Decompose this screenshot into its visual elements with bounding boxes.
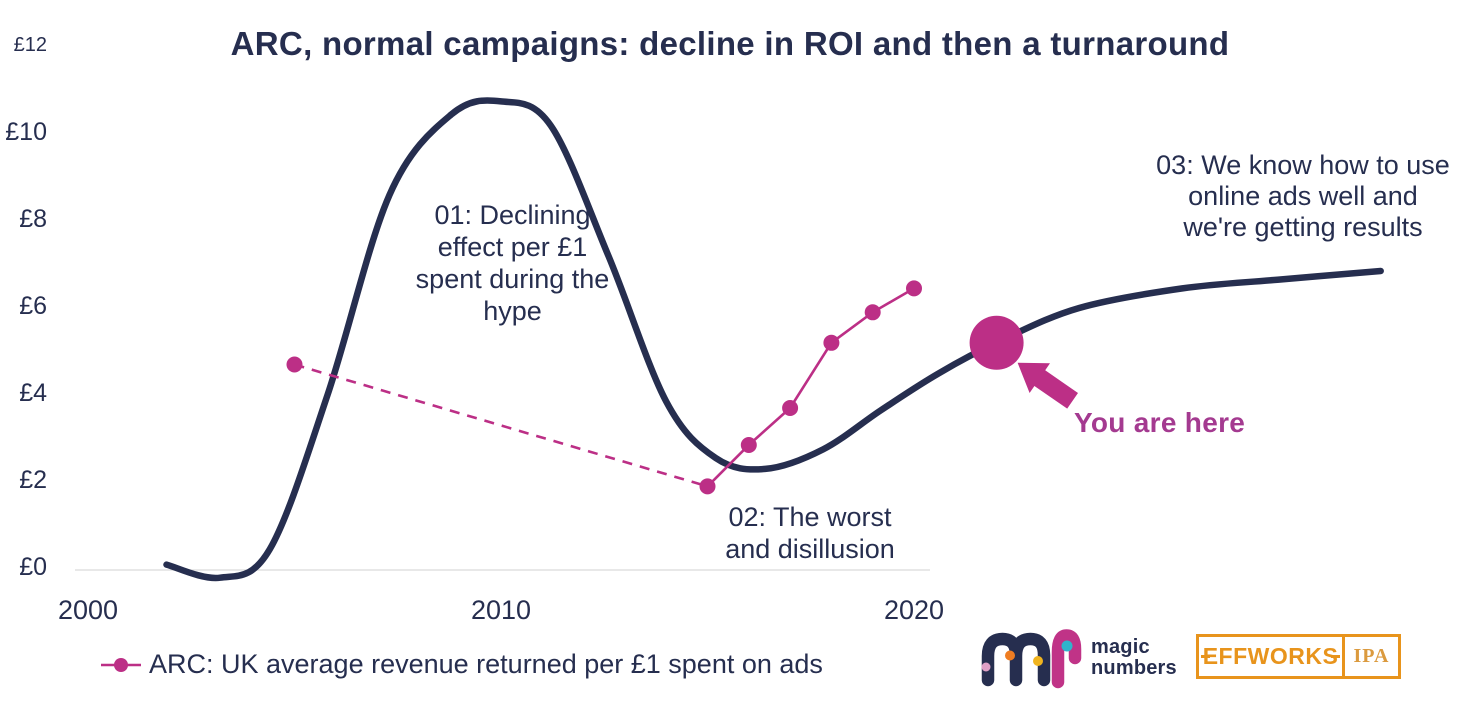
effworks-logo: EFFWORKS IPA (1196, 634, 1401, 679)
magic-numbers-wordmark: magic numbers (1091, 637, 1177, 679)
mn-letter-m (981, 632, 1051, 687)
arc-data-point (740, 437, 757, 453)
effworks-wordmark: EFFWORKS (1202, 643, 1339, 669)
mn-dot-teal-icon (1061, 640, 1073, 652)
arc-data-point (699, 478, 716, 495)
legend-marker-icon (101, 657, 141, 672)
chart-title: ARC, normal campaigns: decline in ROI an… (230, 25, 1230, 62)
legend-label: ARC: UK average revenue returned per £1 … (149, 649, 823, 679)
y-tick-label: £12 (13, 34, 47, 56)
mn-dot-lightpink-icon (981, 662, 991, 672)
legend-dot (114, 657, 128, 672)
y-tick-label: £4 (19, 379, 47, 407)
x-tick-label: 2020 (883, 595, 945, 625)
arc-data-point (823, 334, 840, 351)
arc-data-point (906, 280, 922, 297)
annotation-phase3: 03: We know how to use online ads well a… (1156, 150, 1450, 242)
x-tick-label: 2010 (470, 595, 532, 625)
arc-series-dashed-line (294, 363, 708, 488)
y-tick-label: £6 (19, 292, 47, 320)
legend: ARC: UK average revenue returned per £1 … (100, 649, 823, 680)
you-are-here-arrow-icon (1017, 362, 1078, 409)
ipa-logo: IPA (1342, 637, 1398, 676)
you-are-here-dot (969, 315, 1024, 370)
mn-dot-yellow-icon (1033, 656, 1043, 666)
arc-data-point (864, 304, 881, 321)
arc-data-point (782, 400, 799, 416)
hype-curve-path (163, 97, 1384, 582)
magic-numbers-mn-icon (981, 629, 1082, 689)
you-are-here-label: You are here (1074, 407, 1246, 438)
magic-numbers-word1: magic (1091, 636, 1150, 658)
mn-letter-n (1051, 629, 1082, 689)
y-tick-label: £0 (19, 553, 47, 581)
mn-dot-orange-icon (1005, 650, 1015, 661)
y-tick-label: £10 (5, 118, 47, 146)
effworks-dash-right-icon (1331, 654, 1340, 659)
annotation-phase1: 01: Declining effect per £1 spent during… (415, 200, 610, 326)
magic-numbers-word2: numbers (1091, 657, 1177, 679)
y-tick-label: £2 (19, 466, 47, 494)
annotation-phase2: 02: The worst and disillusion (725, 502, 895, 564)
y-tick-label: £8 (19, 205, 47, 233)
x-tick-label: 2000 (57, 595, 119, 625)
effworks-dash-left-icon (1201, 654, 1210, 659)
magic-numbers-logo: magic numbers (973, 622, 1177, 690)
arc-data-point (286, 356, 303, 373)
effworks-wordmark-box: EFFWORKS (1199, 637, 1342, 676)
